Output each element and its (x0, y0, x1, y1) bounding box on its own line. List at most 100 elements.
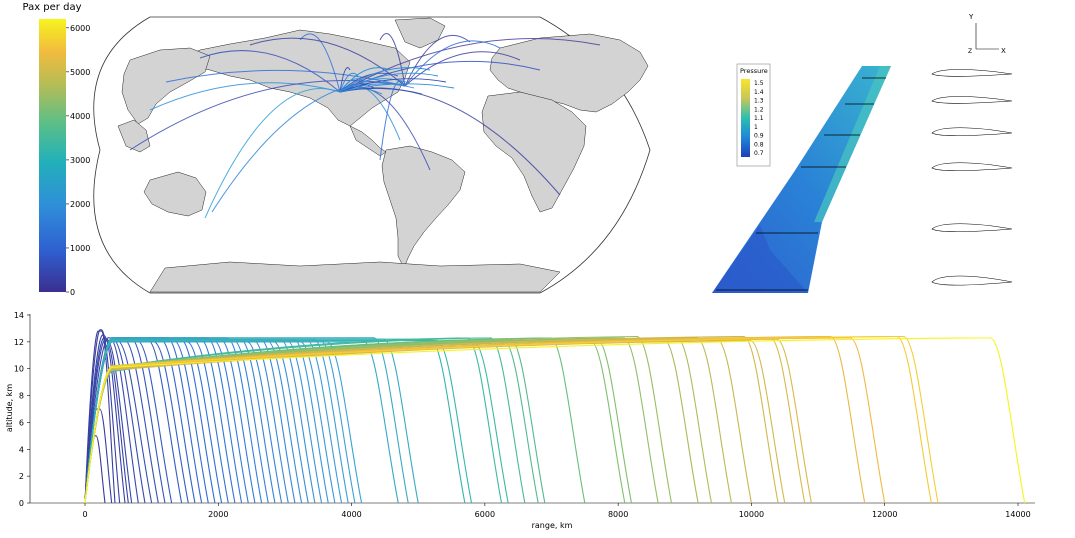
x-tick-label: 6000 (475, 510, 495, 519)
flight-route (249, 37, 406, 87)
pressure-tick-label: 0.8 (754, 141, 764, 148)
landmass-se-asia (117, 119, 151, 153)
flight-route (379, 33, 406, 87)
trajectory-line (84, 334, 126, 504)
x-tick-label: 10000 (739, 510, 764, 519)
pressure-tick-label: 1.5 (754, 80, 764, 87)
trajectory-line (84, 329, 121, 504)
world-map (93, 16, 651, 294)
pressure-tick-label: 0.9 (754, 133, 764, 140)
flight-route (339, 83, 455, 93)
flight-route (339, 67, 431, 93)
pressure-tick-label: 0.7 (754, 150, 764, 157)
pressure-tick-label: 1.3 (754, 98, 764, 105)
trajectory-line (84, 339, 786, 504)
x-tick-label: 4000 (341, 510, 361, 519)
y-axis-label: altitude, km (5, 384, 14, 432)
y-tick-label: 12 (14, 338, 24, 347)
flight-route (211, 82, 406, 213)
flight-route (149, 82, 341, 111)
airfoil-section (931, 275, 1013, 286)
flight-route (339, 72, 359, 93)
y-tick-label: 2 (19, 472, 24, 481)
pressure-tick-label: 1.1 (754, 115, 764, 122)
flight-routes (129, 33, 601, 219)
pressure-legend-ticks: 1.5 1.4 1.31.2 1.1 1 0.90.8 0.7 (754, 80, 764, 157)
y-tick-label: 10 (14, 365, 24, 374)
flight-route (404, 34, 471, 87)
airfoil-section (931, 127, 1013, 137)
pax-colorbar: Pax per day 0 1000 2000 3000 4000 5000 6000 (23, 2, 91, 297)
pressure-legend-ramp (741, 79, 750, 157)
wing-root-low-pressure (712, 225, 808, 293)
flight-route (379, 80, 406, 161)
pax-tick-label: 3000 (70, 156, 90, 165)
triad-x-label: X (1001, 47, 1006, 55)
flight-route (339, 88, 423, 95)
trajectory-line (84, 330, 116, 504)
flight-route (339, 38, 601, 93)
y-tick-label: 6 (19, 418, 24, 427)
axis-triad: Y Z X (968, 13, 1006, 55)
airfoil-section (931, 223, 1013, 233)
pax-tick-label: 5000 (70, 68, 90, 77)
triad-z-label: Z (968, 48, 972, 55)
landmass-asia-west (121, 47, 211, 125)
wing-trailing-region (814, 66, 891, 222)
pressure-legend-title: Pressure (740, 67, 768, 75)
wing-section-lines (716, 77, 886, 291)
trajectory-line (84, 337, 1026, 504)
y-tick-label: 14 (14, 311, 24, 320)
x-tick-label: 2000 (208, 510, 228, 519)
y-axis-ticks: 0 2 4 6 8 10 12 14 (14, 311, 30, 508)
y-tick-label: 8 (19, 392, 24, 401)
x-axis-label: range, km (532, 521, 573, 530)
trajectory-line (84, 337, 129, 504)
trajectory-line (84, 337, 139, 504)
x-tick-label: 0 (82, 510, 87, 519)
triad-y-label: Y (968, 13, 974, 21)
landmass-eurasia (489, 33, 649, 113)
flight-route (339, 67, 351, 93)
pax-colorbar-ticks: 0 1000 2000 3000 4000 5000 6000 (66, 24, 90, 297)
y-tick-label: 4 (19, 445, 24, 454)
flight-route (339, 72, 439, 93)
flight-route (339, 78, 447, 93)
trajectory-line (84, 337, 409, 504)
flight-route (199, 50, 341, 93)
pax-colorbar-ramp (39, 19, 66, 292)
pax-tick-label: 2000 (70, 200, 90, 209)
trajectory-chart: 0 2000 4000 6000 8000 10000 12000 14000 0 2 4 6 8 10… (5, 311, 1035, 530)
pressure-tick-label: 1.2 (754, 106, 764, 113)
pressure-tick-label: 1.4 (754, 89, 764, 96)
flight-route (129, 80, 406, 151)
airfoil-section (931, 69, 1013, 77)
x-tick-label: 8000 (608, 510, 628, 519)
flight-route (339, 67, 391, 93)
x-tick-label: 12000 (872, 510, 897, 519)
landmass-africa (481, 91, 587, 213)
airfoil-section (931, 96, 1013, 104)
pax-tick-label: 4000 (70, 112, 90, 121)
pax-colorbar-title: Pax per day (23, 2, 82, 13)
y-tick-label: 0 (19, 499, 24, 508)
wing-planform (712, 66, 891, 293)
airfoil-section (931, 162, 1013, 172)
x-axis-ticks: 0 2000 4000 6000 8000 10000 12000 14000 (82, 503, 1031, 519)
landmass-south-america (381, 145, 466, 269)
flight-route (204, 87, 341, 219)
pax-tick-label: 6000 (70, 24, 90, 33)
landmass-antarctica (149, 261, 561, 293)
pressure-legend: Pressure 1.5 1.4 1.31.2 1.1 1 0.90.8 0.7 (736, 63, 771, 167)
pax-tick-label: 1000 (70, 244, 90, 253)
airfoil-sections (931, 69, 1013, 286)
pressure-tick-label: 1 (754, 124, 758, 131)
trajectory-series (84, 329, 1026, 504)
landmass-australia (143, 171, 207, 217)
x-tick-label: 14000 (1005, 510, 1030, 519)
trajectory-line (84, 338, 349, 504)
flight-route (404, 51, 521, 87)
trajectory-line (84, 339, 473, 504)
pax-tick-label: 0 (70, 288, 75, 297)
